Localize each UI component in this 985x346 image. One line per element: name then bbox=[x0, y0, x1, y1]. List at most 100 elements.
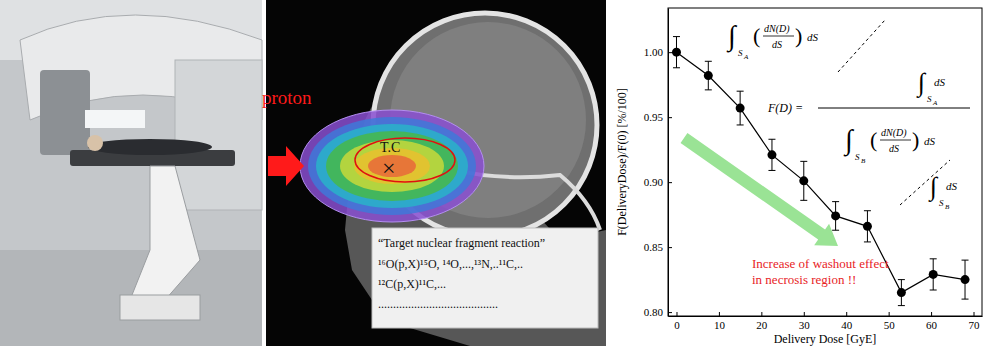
x-axis-title: Delivery Dose [GyE] bbox=[774, 332, 877, 346]
tick-mark bbox=[974, 312, 975, 316]
error-bar bbox=[737, 91, 744, 125]
tick-mark bbox=[668, 52, 672, 53]
tick: 20 bbox=[756, 312, 768, 331]
data-point bbox=[767, 150, 776, 159]
reaction-box bbox=[372, 228, 598, 328]
chart: 0102030405060700.800.850.900.951.00Deliv… bbox=[608, 0, 985, 346]
tick-label: 40 bbox=[841, 319, 853, 331]
tick: 1.00 bbox=[644, 46, 672, 58]
nozzle-light bbox=[85, 110, 145, 128]
tick-label: 30 bbox=[799, 319, 811, 331]
fraction-bar bbox=[763, 36, 794, 37]
tick-mark bbox=[668, 117, 672, 118]
error-bar bbox=[962, 260, 969, 299]
error-bar bbox=[705, 61, 712, 90]
tick-label: 0.95 bbox=[644, 111, 664, 123]
y-axis-title: F(DeliveryDose)/F(0) [%/100] bbox=[615, 88, 629, 236]
integral-domain-sub: A bbox=[932, 99, 938, 107]
parenthesis: ) bbox=[795, 23, 802, 48]
dose-level bbox=[316, 124, 468, 208]
differential: dS bbox=[934, 76, 946, 88]
tick: 30 bbox=[799, 312, 811, 331]
tick-label: 50 bbox=[884, 319, 896, 331]
tick-mark bbox=[761, 312, 762, 316]
tick-label: 0 bbox=[674, 319, 680, 331]
data-point bbox=[799, 176, 808, 185]
fraction-numerator: dN(D) bbox=[881, 127, 907, 139]
error-bar bbox=[673, 37, 680, 68]
data-point bbox=[897, 288, 906, 297]
main-fraction-bar bbox=[818, 108, 970, 109]
patient bbox=[88, 139, 212, 155]
data-point bbox=[929, 270, 938, 279]
photo-background bbox=[0, 0, 262, 346]
tick-label: 10 bbox=[714, 319, 726, 331]
target-contour bbox=[355, 138, 455, 182]
tick-mark bbox=[676, 312, 677, 316]
tick-label: 20 bbox=[756, 319, 768, 331]
tick-label: 1.00 bbox=[644, 46, 664, 58]
target-mark: × bbox=[382, 155, 396, 181]
reaction-line: ¹²C(p,X)¹¹C,... bbox=[378, 277, 446, 291]
fraction-bar bbox=[880, 140, 911, 141]
integral-sign: ∫ bbox=[928, 172, 939, 202]
integral-domain-sub: B bbox=[861, 157, 866, 165]
ratio-slash bbox=[838, 20, 885, 72]
tick-label: 70 bbox=[969, 319, 981, 331]
beam-label: proton bbox=[262, 87, 312, 108]
differential: dS bbox=[807, 31, 819, 43]
error-bar bbox=[898, 280, 905, 306]
tick: 40 bbox=[841, 312, 853, 331]
integral-sign: ∫ bbox=[916, 68, 927, 98]
ratio-slash bbox=[900, 160, 950, 205]
error-bar bbox=[930, 259, 937, 290]
reaction-title: “Target nuclear fragment reaction” bbox=[378, 236, 545, 250]
ct-background bbox=[266, 0, 606, 346]
tick-mark bbox=[668, 247, 672, 248]
target-label: T.C bbox=[380, 140, 400, 155]
reaction-line: ¹⁶O(p,X)¹⁵O, ¹⁴O,...,¹³N,..¹¹C,.. bbox=[378, 257, 523, 271]
tick: 50 bbox=[884, 312, 896, 331]
dose-level bbox=[300, 110, 484, 222]
dose-level bbox=[340, 140, 444, 192]
y-axis: 0.800.850.900.951.00 bbox=[644, 9, 672, 319]
tick-mark bbox=[804, 312, 805, 316]
tick-label: 60 bbox=[926, 319, 938, 331]
tick-mark bbox=[719, 312, 720, 316]
wall-panel bbox=[175, 60, 262, 210]
tick: 70 bbox=[969, 312, 981, 331]
axis-line bbox=[668, 9, 669, 317]
x-axis: 0 10 20 30 40 50 60 70 bbox=[669, 312, 983, 331]
reaction-line: ........................................ bbox=[378, 297, 498, 311]
integral-domain: S bbox=[855, 152, 860, 162]
integral-sign: ∫ bbox=[726, 20, 738, 53]
data-point bbox=[961, 275, 970, 284]
axis-line bbox=[669, 316, 983, 317]
tick: 0 bbox=[674, 312, 680, 331]
integral-sign: ∫ bbox=[843, 124, 855, 157]
ct-panel: proton T.C× “Target nuclear fragment react… bbox=[262, 0, 606, 346]
dose-level bbox=[326, 131, 458, 201]
integral-domain: S bbox=[939, 198, 944, 208]
formula-lhs: F(D) = bbox=[767, 101, 803, 115]
dose-level bbox=[308, 117, 476, 215]
tick: 10 bbox=[714, 312, 726, 331]
error-bar bbox=[800, 161, 807, 200]
integral-domain: S bbox=[738, 48, 743, 58]
tick: 0.95 bbox=[644, 111, 672, 123]
tick-mark bbox=[668, 312, 672, 313]
tick-mark bbox=[668, 182, 672, 183]
error-bar bbox=[832, 202, 839, 231]
tick-mark bbox=[889, 312, 890, 316]
trend-arrow bbox=[677, 127, 846, 256]
figure: proton T.C× “Target nuclear fragment react… bbox=[0, 0, 985, 346]
annotation: Increase of washout effect bbox=[752, 256, 889, 271]
differential: dS bbox=[946, 180, 958, 192]
parenthesis: ) bbox=[912, 127, 919, 152]
integral-domain-sub: A bbox=[743, 53, 749, 61]
chart-background bbox=[608, 0, 985, 346]
data-point bbox=[831, 211, 840, 220]
robot-arm bbox=[130, 166, 200, 300]
tick: 60 bbox=[926, 312, 938, 331]
tick-label: 0.90 bbox=[644, 176, 664, 188]
